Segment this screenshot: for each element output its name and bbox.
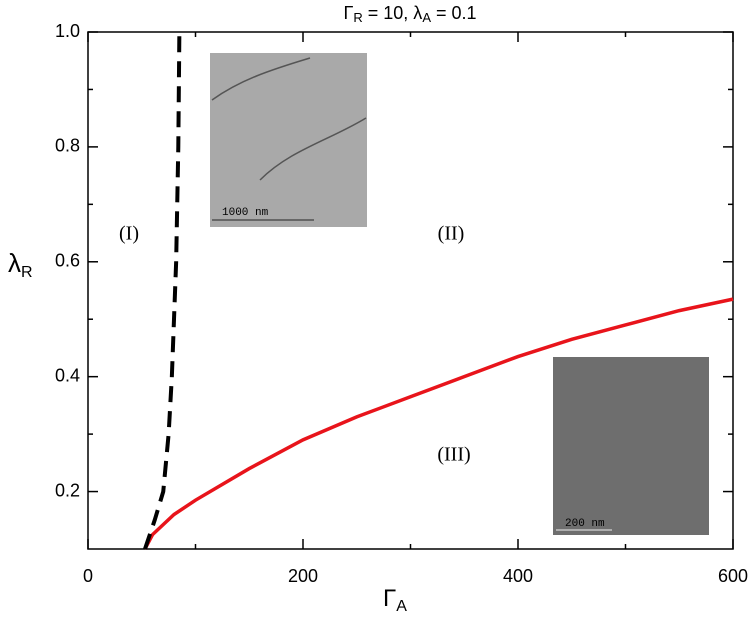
title-part: Γ [343, 3, 353, 23]
title-sub: R [353, 10, 362, 25]
annotation: 200 nm [565, 518, 605, 530]
x-axis-label: ΓA [383, 585, 407, 615]
title-sub: A [422, 10, 431, 25]
label-sub: A [396, 598, 407, 615]
title-part: = 10, λ [363, 3, 423, 23]
annotation: (III) [437, 444, 470, 466]
annotation: (II) [438, 223, 465, 245]
y-tick-label: 0.2 [55, 480, 80, 500]
annotation: (I) [119, 223, 139, 245]
label-sub: R [21, 264, 33, 281]
inset-texture [211, 57, 367, 181]
label-part: Γ [383, 585, 396, 612]
x-tick-label: 200 [288, 566, 318, 586]
inset-image-afm [553, 357, 709, 535]
x-tick-label: 600 [718, 566, 748, 586]
label-part: λ [8, 248, 21, 278]
y-tick-label: 0.8 [55, 136, 80, 156]
annotation: 1000 nm [222, 207, 269, 219]
y-axis-label: λR [8, 248, 33, 281]
chart-title: ΓR = 10, λA = 0.1 [343, 3, 476, 26]
y-tick-label: 0.6 [55, 251, 80, 271]
inset-image-tem [210, 53, 367, 227]
x-tick-label: 0 [83, 566, 93, 586]
x-tick-label: 400 [503, 566, 533, 586]
line [143, 297, 734, 550]
y-tick-label: 1.0 [55, 21, 80, 41]
line [143, 31, 182, 550]
y-tick-label: 0.4 [55, 365, 80, 385]
title-part: = 0.1 [431, 3, 477, 23]
